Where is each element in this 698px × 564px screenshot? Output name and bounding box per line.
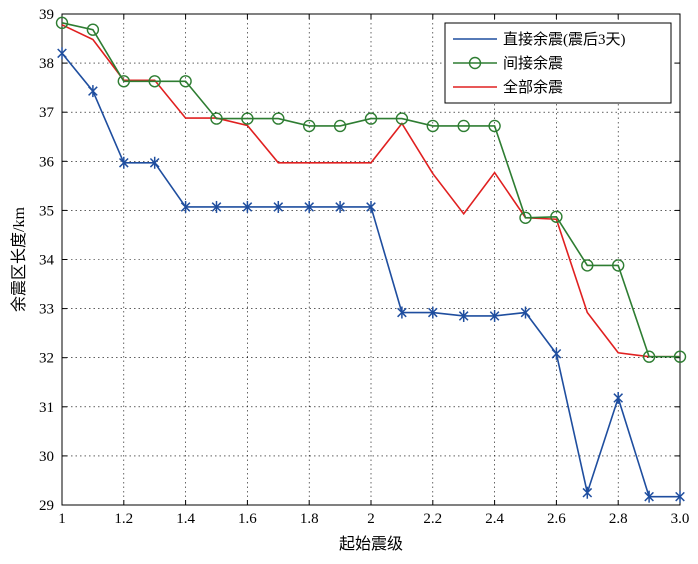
legend-item: 间接余震 [453,54,563,72]
x-tick-label: 1 [58,511,66,527]
data-point-asterisk [273,200,284,213]
data-point-asterisk [242,200,253,213]
data-point-circle [241,112,254,125]
x-tick-label: 1.2 [114,511,133,527]
data-point-circle [179,75,192,88]
data-point-asterisk [211,200,222,213]
data-point-asterisk [489,309,500,322]
y-tick-label: 29 [39,498,54,514]
legend-label: 全部余震 [503,78,563,96]
data-point-circle [612,259,625,272]
data-point-asterisk [335,200,345,213]
data-point-asterisk [304,200,315,213]
data-point-circle [333,119,347,133]
x-tick-label: 3.0 [671,511,690,527]
y-tick-label: 35 [39,203,54,219]
data-point-circle [673,350,687,363]
data-point-asterisk [551,347,562,360]
axis-ticks: 1 1.2 1.4 1.6 1.8 2 2.2 2.4 2.6 2.8 3.0 29 30 31 32 33 3… [39,7,689,527]
data-point-circle [457,119,470,133]
legend-marker [468,56,482,70]
data-point-circle [86,23,100,36]
data-point-asterisk [366,200,376,213]
y-tick-label: 37 [39,105,55,121]
data-point-asterisk [180,200,191,213]
data-point-asterisk [520,306,531,319]
data-point-asterisk [613,391,624,404]
y-axis-label: 余震区长度/km [9,207,28,312]
x-tick-label: 2.6 [547,511,566,527]
legend-label: 直接余震(震后3天) [503,30,626,48]
data-point-circle [303,119,316,133]
x-tick-label: 1.8 [300,511,319,527]
y-tick-label: 32 [39,351,54,367]
data-point-circle [210,112,223,125]
data-point-circle [488,119,501,133]
y-tick-label: 33 [39,302,54,318]
y-tick-label: 30 [39,449,54,465]
data-point-circle [550,210,563,223]
x-tick-label: 1.4 [176,511,195,527]
legend-label: 间接余震 [503,54,563,72]
data-point-asterisk [57,47,67,60]
series-3 [61,24,680,358]
x-tick-label: 1.6 [238,511,257,527]
series-2 [55,16,687,363]
series-line [61,24,680,358]
data-point-circle [117,75,131,88]
data-point-circle [395,112,409,125]
data-point-asterisk [149,156,160,169]
data-point-asterisk [675,490,685,503]
y-tick-label: 36 [39,154,55,170]
legend-item: 直接余震(震后3天) [453,30,626,48]
data-point-circle [426,119,439,133]
data-point-asterisk [644,490,654,503]
data-point-asterisk [458,309,469,322]
data-point-asterisk [397,306,407,319]
x-tick-label: 2.8 [609,511,628,527]
x-tick-label: 2 [367,511,375,527]
data-point-asterisk [118,156,129,169]
data-point-asterisk [88,85,98,98]
data-point-circle [148,75,161,88]
data-point-asterisk [582,486,593,499]
data-point-circle [272,112,285,125]
y-tick-label: 38 [39,56,54,72]
series-1 [57,47,685,503]
y-tick-label: 34 [39,253,55,269]
data-point-asterisk [427,306,438,319]
data-point-circle [364,112,378,125]
x-tick-label: 2.2 [423,511,442,527]
y-tick-label: 39 [39,7,54,23]
x-axis-label: 起始震级 [339,535,403,553]
y-tick-label: 31 [39,400,54,416]
data-point-circle [519,211,532,224]
series-layer [55,16,687,503]
legend-item: 全部余震 [453,78,563,96]
series-line [61,22,680,358]
series-line [61,52,680,498]
data-point-circle [642,350,656,363]
x-tick-label: 2.4 [485,511,504,527]
data-point-circle [55,16,69,30]
data-point-circle [581,259,594,272]
